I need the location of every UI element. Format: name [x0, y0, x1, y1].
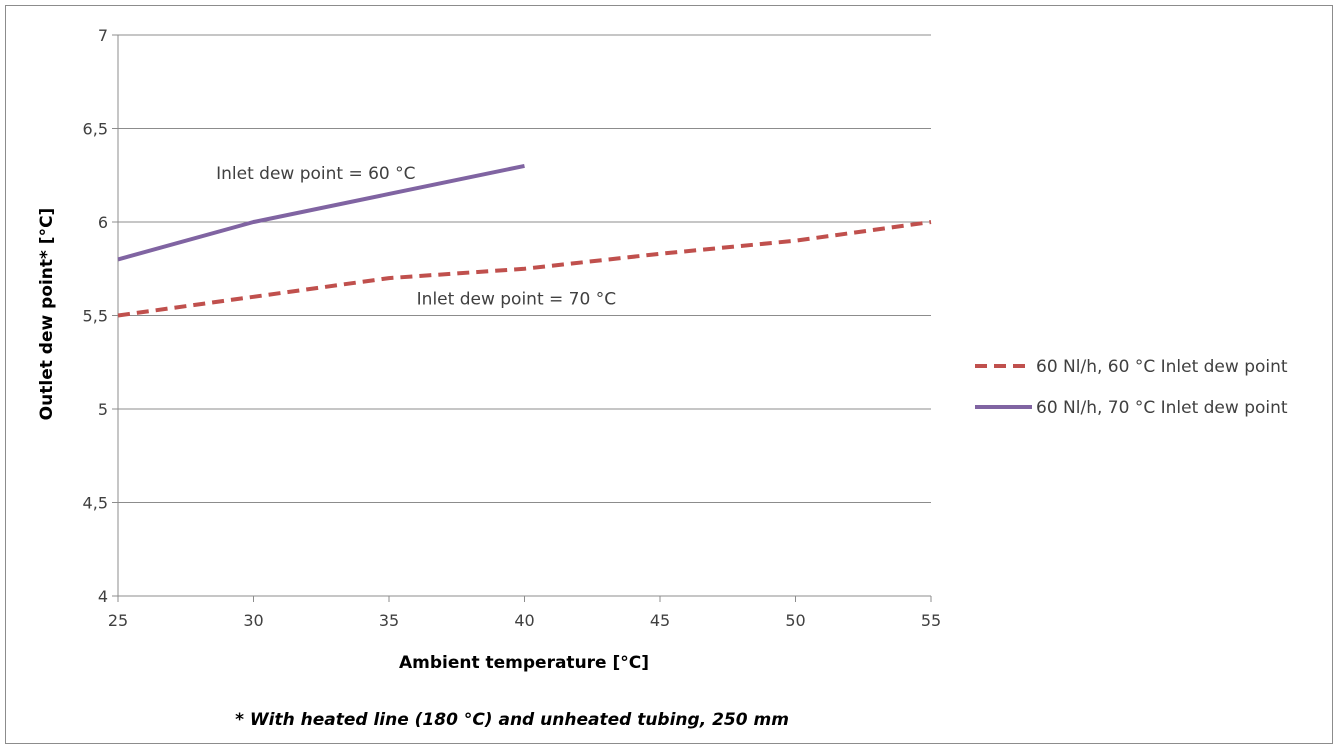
series-line-1 — [117, 220, 932, 318]
annotation-1: Inlet dew point = 60 °C — [216, 164, 415, 184]
legend-label-1: 60 Nl/h, 60 °C Inlet dew point — [1036, 357, 1288, 377]
y-axis-title: Outlet dew point* [°C] — [37, 208, 57, 421]
x-axis-title: Ambient temperature [°C] — [399, 653, 649, 673]
series-lines — [117, 163, 932, 318]
y-tick-label-1: 4,5 — [83, 494, 108, 513]
annotations: Inlet dew point = 60 °C Inlet dew point =… — [216, 164, 616, 309]
y-tick-label-6: 7 — [98, 26, 108, 45]
x-tick-label-5: 50 — [785, 611, 805, 630]
y-tick-label-4: 6 — [98, 213, 108, 232]
chart-frame — [5, 5, 1333, 744]
y-axis-ticks: 4 4,5 5 5,5 6 6,5 7 — [83, 26, 118, 606]
legend-label-2: 60 Nl/h, 70 °C Inlet dew point — [1036, 398, 1288, 418]
y-tick-label-0: 4 — [98, 587, 108, 606]
legend: 60 Nl/h, 60 °C Inlet dew point 60 Nl/h, 7… — [975, 357, 1288, 418]
x-tick-label-3: 40 — [514, 611, 534, 630]
x-tick-label-2: 35 — [379, 611, 399, 630]
x-tick-label-1: 30 — [243, 611, 263, 630]
x-tick-label-4: 45 — [650, 611, 670, 630]
x-tick-label-6: 55 — [921, 611, 941, 630]
x-axis-ticks: 25 30 35 40 45 50 55 — [108, 596, 941, 630]
footnote: * With heated line (180 °C) and unheated… — [235, 710, 789, 730]
y-tick-label-2: 5 — [98, 400, 108, 419]
y-tick-label-3: 5,5 — [83, 307, 108, 326]
y-tick-label-5: 6,5 — [83, 120, 108, 139]
annotation-2: Inlet dew point = 70 °C — [417, 289, 616, 309]
x-tick-label-0: 25 — [108, 611, 128, 630]
series-line-2 — [117, 163, 525, 262]
